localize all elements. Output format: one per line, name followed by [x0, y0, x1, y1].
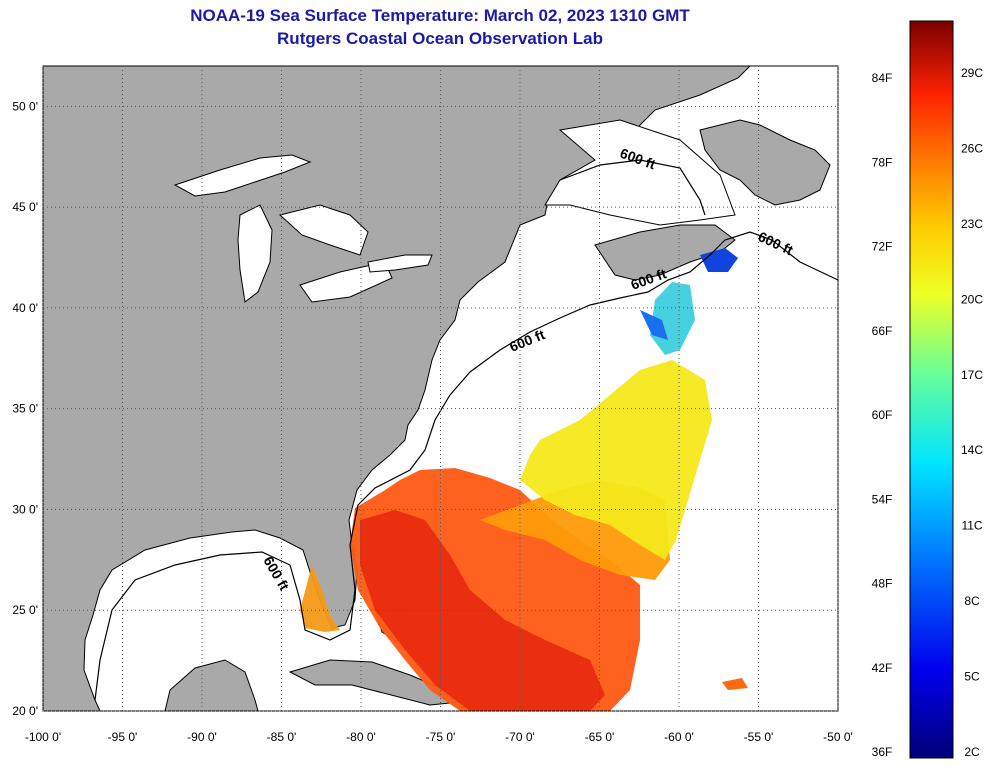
lat-tick-label: 35 0': [12, 402, 38, 416]
colorbar-f-label: 72F: [872, 240, 893, 254]
colorbar-f-label: 78F: [872, 155, 893, 169]
lat-tick-label: 25 0': [12, 603, 38, 617]
lat-tick-label: 30 0': [12, 502, 38, 516]
lon-tick-label: -75 0': [426, 730, 456, 744]
lat-tick-label: 45 0': [12, 200, 38, 214]
lat-tick-label: 20 0': [12, 704, 38, 718]
colorbar-f-label: 42F: [872, 661, 893, 675]
isobath-600ft: [94, 231, 838, 701]
great-lakes: [173, 154, 433, 303]
colorbar-c-label: 29C: [961, 66, 983, 80]
colorbar-f-label: 36F: [872, 745, 893, 759]
lon-tick-label: -70 0': [505, 730, 535, 744]
lon-tick-label: -55 0': [744, 730, 774, 744]
sst-gulf-florida: [300, 565, 340, 632]
colorbar-f-label: 48F: [872, 577, 893, 591]
lon-tick-label: -85 0': [267, 730, 297, 744]
lon-tick-label: -90 0': [187, 730, 217, 744]
lat-tick-label: 50 0': [12, 99, 38, 113]
colorbar-c-label: 20C: [961, 292, 983, 306]
colorbar-c-label: 8C: [964, 594, 980, 608]
colorbar-c-label: 2C: [964, 745, 980, 759]
isobath-600ft-gulf: [559, 159, 706, 216]
colorbar-c-label: 14C: [961, 443, 983, 457]
map-subtitle: Rutgers Coastal Ocean Observation Lab: [277, 29, 603, 48]
lon-tick-label: -80 0': [346, 730, 376, 744]
map-title: NOAA-19 Sea Surface Temperature: March 0…: [190, 6, 690, 25]
colorbar-f-label: 84F: [872, 71, 893, 85]
colorbar-f-label: 60F: [872, 408, 893, 422]
lon-tick-label: -65 0': [585, 730, 615, 744]
axis-ticks: -100 0' -95 0' -90 0' -85 0' -80 0' -75 0' -70…: [12, 99, 852, 744]
colorbar-c-label: 23C: [961, 217, 983, 231]
lat-tick-label: 40 0': [12, 301, 38, 315]
sst-yellow-region: [520, 360, 712, 560]
lon-tick-label: -95 0': [108, 730, 138, 744]
graticule: [42, 66, 839, 712]
colorbar: [909, 20, 954, 759]
colorbar-labels: 84F 78F 72F 66F 60F 54F 48F 42F 36F 29C 26C 23C 20C 1…: [872, 66, 984, 759]
colorbar-c-label: 26C: [961, 141, 983, 155]
colorbar-c-label: 17C: [961, 368, 983, 382]
sst-cold-patch-2: [640, 310, 668, 340]
sst-small-patch: [722, 678, 748, 690]
sst-hot-core: [360, 510, 605, 711]
colorbar-f-label: 66F: [872, 324, 893, 338]
lon-tick-label: -100 0': [25, 730, 61, 744]
sst-cold-patch: [700, 248, 738, 272]
lon-tick-label: -60 0': [664, 730, 694, 744]
colorbar-f-label: 54F: [872, 492, 893, 506]
yucatan: [164, 659, 259, 711]
newfoundland: [699, 119, 831, 206]
lon-tick-label: -50 0': [823, 730, 853, 744]
colorbar-c-label: 11C: [961, 519, 982, 533]
sst-data-layer: [300, 248, 748, 711]
colorbar-c-label: 5C: [964, 670, 980, 684]
